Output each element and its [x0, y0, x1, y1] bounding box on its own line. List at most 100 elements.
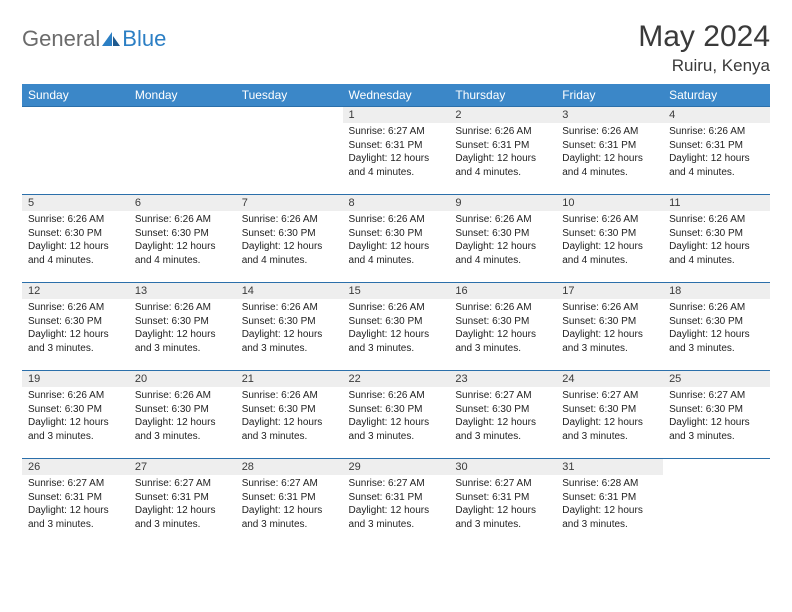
sunset-text: Sunset: 6:30 PM	[669, 227, 764, 241]
sunrise-text: Sunrise: 6:26 AM	[669, 125, 764, 139]
day-number: 13	[129, 283, 236, 299]
calendar-cell: 1Sunrise: 6:27 AMSunset: 6:31 PMDaylight…	[343, 107, 450, 195]
daylight2-text: and 3 minutes.	[135, 342, 230, 356]
sunrise-text: Sunrise: 6:26 AM	[349, 301, 444, 315]
weekday-header-row: Sunday Monday Tuesday Wednesday Thursday…	[22, 84, 770, 107]
sunrise-text: Sunrise: 6:26 AM	[28, 301, 123, 315]
daylight2-text: and 3 minutes.	[455, 518, 550, 532]
sunset-text: Sunset: 6:30 PM	[562, 227, 657, 241]
daylight2-text: and 3 minutes.	[135, 518, 230, 532]
daylight1-text: Daylight: 12 hours	[349, 152, 444, 166]
sunset-text: Sunset: 6:30 PM	[455, 227, 550, 241]
daylight1-text: Daylight: 12 hours	[455, 504, 550, 518]
sunset-text: Sunset: 6:31 PM	[349, 139, 444, 153]
sunrise-text: Sunrise: 6:27 AM	[669, 389, 764, 403]
daylight1-text: Daylight: 12 hours	[455, 328, 550, 342]
logo: General Blue	[22, 20, 166, 52]
daylight2-text: and 3 minutes.	[455, 430, 550, 444]
calendar-cell: 22Sunrise: 6:26 AMSunset: 6:30 PMDayligh…	[343, 371, 450, 459]
calendar-cell: 25Sunrise: 6:27 AMSunset: 6:30 PMDayligh…	[663, 371, 770, 459]
sunrise-text: Sunrise: 6:26 AM	[135, 213, 230, 227]
calendar-cell: 14Sunrise: 6:26 AMSunset: 6:30 PMDayligh…	[236, 283, 343, 371]
cell-body: Sunrise: 6:26 AMSunset: 6:30 PMDaylight:…	[129, 299, 236, 359]
daylight2-text: and 4 minutes.	[349, 166, 444, 180]
daylight2-text: and 3 minutes.	[562, 342, 657, 356]
calendar-table: Sunday Monday Tuesday Wednesday Thursday…	[22, 84, 770, 547]
daylight1-text: Daylight: 12 hours	[242, 328, 337, 342]
logo-text-blue: Blue	[122, 26, 166, 52]
weekday-header: Wednesday	[343, 84, 450, 107]
daylight2-text: and 3 minutes.	[28, 430, 123, 444]
sunset-text: Sunset: 6:30 PM	[349, 315, 444, 329]
day-number: 14	[236, 283, 343, 299]
calendar-cell: 29Sunrise: 6:27 AMSunset: 6:31 PMDayligh…	[343, 459, 450, 547]
cell-body: Sunrise: 6:26 AMSunset: 6:30 PMDaylight:…	[663, 211, 770, 271]
daylight1-text: Daylight: 12 hours	[455, 240, 550, 254]
daylight1-text: Daylight: 12 hours	[135, 504, 230, 518]
daylight1-text: Daylight: 12 hours	[669, 328, 764, 342]
calendar-cell: 24Sunrise: 6:27 AMSunset: 6:30 PMDayligh…	[556, 371, 663, 459]
day-number: 3	[556, 107, 663, 123]
daylight1-text: Daylight: 12 hours	[669, 416, 764, 430]
sunset-text: Sunset: 6:30 PM	[349, 403, 444, 417]
month-title: May 2024	[638, 20, 770, 54]
title-block: May 2024 Ruiru, Kenya	[638, 20, 770, 76]
daylight1-text: Daylight: 12 hours	[135, 240, 230, 254]
location: Ruiru, Kenya	[638, 56, 770, 76]
day-number: 31	[556, 459, 663, 475]
calendar-cell: 16Sunrise: 6:26 AMSunset: 6:30 PMDayligh…	[449, 283, 556, 371]
calendar-cell: 8Sunrise: 6:26 AMSunset: 6:30 PMDaylight…	[343, 195, 450, 283]
daylight2-text: and 3 minutes.	[562, 430, 657, 444]
calendar-cell: 4Sunrise: 6:26 AMSunset: 6:31 PMDaylight…	[663, 107, 770, 195]
sunrise-text: Sunrise: 6:26 AM	[135, 389, 230, 403]
sunrise-text: Sunrise: 6:26 AM	[349, 389, 444, 403]
sunset-text: Sunset: 6:30 PM	[28, 227, 123, 241]
daylight2-text: and 3 minutes.	[455, 342, 550, 356]
day-number: 30	[449, 459, 556, 475]
sunset-text: Sunset: 6:30 PM	[562, 315, 657, 329]
daylight2-text: and 4 minutes.	[28, 254, 123, 268]
daylight2-text: and 3 minutes.	[669, 430, 764, 444]
daylight1-text: Daylight: 12 hours	[135, 328, 230, 342]
cell-body: Sunrise: 6:27 AMSunset: 6:31 PMDaylight:…	[343, 123, 450, 183]
day-number: 18	[663, 283, 770, 299]
sunrise-text: Sunrise: 6:26 AM	[242, 389, 337, 403]
weekday-header: Tuesday	[236, 84, 343, 107]
cell-body: Sunrise: 6:26 AMSunset: 6:31 PMDaylight:…	[449, 123, 556, 183]
calendar-cell: 3Sunrise: 6:26 AMSunset: 6:31 PMDaylight…	[556, 107, 663, 195]
sunrise-text: Sunrise: 6:27 AM	[562, 389, 657, 403]
day-number: 11	[663, 195, 770, 211]
day-number	[22, 107, 129, 111]
sunset-text: Sunset: 6:30 PM	[669, 403, 764, 417]
day-number: 2	[449, 107, 556, 123]
calendar-cell: 15Sunrise: 6:26 AMSunset: 6:30 PMDayligh…	[343, 283, 450, 371]
daylight1-text: Daylight: 12 hours	[562, 240, 657, 254]
calendar-cell: 6Sunrise: 6:26 AMSunset: 6:30 PMDaylight…	[129, 195, 236, 283]
sunset-text: Sunset: 6:30 PM	[135, 315, 230, 329]
daylight1-text: Daylight: 12 hours	[349, 504, 444, 518]
cell-body: Sunrise: 6:27 AMSunset: 6:31 PMDaylight:…	[449, 475, 556, 535]
sunset-text: Sunset: 6:30 PM	[242, 403, 337, 417]
day-number: 21	[236, 371, 343, 387]
daylight2-text: and 4 minutes.	[455, 166, 550, 180]
day-number: 6	[129, 195, 236, 211]
day-number	[236, 107, 343, 111]
calendar-cell: 31Sunrise: 6:28 AMSunset: 6:31 PMDayligh…	[556, 459, 663, 547]
daylight1-text: Daylight: 12 hours	[349, 328, 444, 342]
calendar-cell: 30Sunrise: 6:27 AMSunset: 6:31 PMDayligh…	[449, 459, 556, 547]
cell-body: Sunrise: 6:26 AMSunset: 6:30 PMDaylight:…	[22, 211, 129, 271]
daylight1-text: Daylight: 12 hours	[562, 416, 657, 430]
daylight1-text: Daylight: 12 hours	[562, 504, 657, 518]
daylight1-text: Daylight: 12 hours	[28, 328, 123, 342]
sunrise-text: Sunrise: 6:27 AM	[349, 125, 444, 139]
calendar-cell: 20Sunrise: 6:26 AMSunset: 6:30 PMDayligh…	[129, 371, 236, 459]
cell-body: Sunrise: 6:26 AMSunset: 6:30 PMDaylight:…	[556, 299, 663, 359]
calendar-week-row: 19Sunrise: 6:26 AMSunset: 6:30 PMDayligh…	[22, 371, 770, 459]
day-number: 1	[343, 107, 450, 123]
weekday-header: Saturday	[663, 84, 770, 107]
calendar-cell: 27Sunrise: 6:27 AMSunset: 6:31 PMDayligh…	[129, 459, 236, 547]
sunrise-text: Sunrise: 6:27 AM	[455, 389, 550, 403]
daylight1-text: Daylight: 12 hours	[242, 504, 337, 518]
sunrise-text: Sunrise: 6:26 AM	[349, 213, 444, 227]
cell-body: Sunrise: 6:26 AMSunset: 6:30 PMDaylight:…	[236, 299, 343, 359]
